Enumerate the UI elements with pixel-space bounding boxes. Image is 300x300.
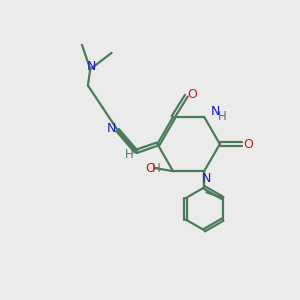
Text: O: O	[243, 138, 253, 151]
Text: N: N	[87, 60, 96, 73]
Text: H: H	[218, 110, 226, 123]
Text: N: N	[106, 122, 116, 135]
Text: N: N	[202, 172, 211, 185]
Text: O: O	[145, 162, 155, 175]
Text: H: H	[125, 148, 134, 161]
Text: H: H	[152, 162, 160, 175]
Text: O: O	[187, 88, 197, 100]
Text: N: N	[211, 105, 220, 118]
